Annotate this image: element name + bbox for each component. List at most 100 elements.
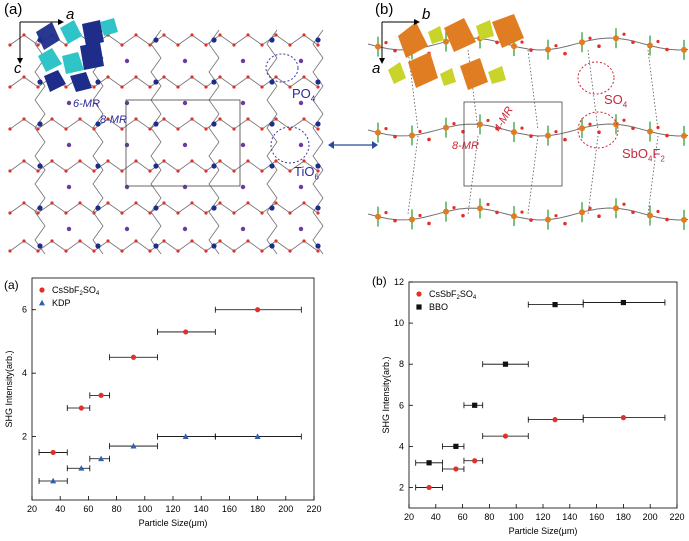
y-tick-label: 12 <box>394 277 404 287</box>
x-tick-label: 20 <box>27 504 37 514</box>
legend-label: CsSbF2SO4 <box>429 289 477 301</box>
x-tick-label: 180 <box>616 512 631 522</box>
x-tick-label: 220 <box>306 504 321 514</box>
plot-frame <box>31 277 315 501</box>
x-tick-label: 120 <box>165 504 180 514</box>
axis-b-label: b <box>422 6 431 23</box>
polyhedra-cluster-a <box>36 18 118 92</box>
data-point <box>453 443 459 449</box>
x-tick-label: 160 <box>589 512 604 522</box>
tio6-highlight <box>270 126 310 164</box>
x-tick-label: 100 <box>137 504 152 514</box>
lattice-a <box>8 29 324 255</box>
x-tick-label: 20 <box>404 512 414 522</box>
chart-b-svg: 20 40 60 80 100 120 140 160 180 200 220 2 4 6 8 10 12 Par… <box>381 277 685 536</box>
data-point <box>130 354 137 360</box>
data-point <box>426 484 432 491</box>
x-axis-label: Particle Size(μm) <box>139 518 208 528</box>
data-point <box>254 433 261 439</box>
x-tick-label: 60 <box>83 504 93 514</box>
data-point <box>502 433 509 439</box>
x-tick-label: 40 <box>431 512 441 522</box>
structure-panel-a: (a) a c 6-MR 8-MR PO4 TiO6 <box>0 0 330 258</box>
data-point <box>472 458 478 464</box>
x-tick-label: 200 <box>278 504 293 514</box>
x-tick-label: 100 <box>509 512 524 522</box>
legend-marker <box>39 299 45 306</box>
data-point <box>182 433 189 439</box>
tio6-label: TiO6 <box>294 164 319 182</box>
double-arrow <box>328 141 378 149</box>
axis-indicator-a <box>17 19 64 64</box>
sbo4f2-label: SbO4F2 <box>622 146 665 164</box>
so4-label: SO4 <box>604 92 628 110</box>
y-tick-label: 4 <box>399 441 404 451</box>
axis-a-label-b: a <box>372 60 381 77</box>
data-point <box>50 477 57 484</box>
y-tick-label: 2 <box>22 432 27 442</box>
y-tick-label: 4 <box>22 368 27 378</box>
data-point <box>130 442 137 449</box>
data-point <box>502 361 509 367</box>
x-tick-label: 80 <box>112 504 122 514</box>
x-tick-label: 160 <box>222 504 237 514</box>
so4-highlight <box>577 61 615 95</box>
legend-label: BBO <box>429 302 448 312</box>
data-point <box>552 417 558 423</box>
data-point <box>255 307 261 313</box>
chart-a-svg: 20 40 60 80 100 120 140 160 180 200 220 2 4 6 Particle… <box>4 277 322 528</box>
x-tick-label: 80 <box>484 512 494 522</box>
axis-c-label: c <box>14 60 22 77</box>
x-axis-label: Particle Size(μm) <box>509 526 578 536</box>
y-tick-label: 10 <box>394 318 404 328</box>
ring8-label-b: 8-MR <box>452 140 479 152</box>
data-point <box>620 415 626 421</box>
panel-label-a-bottom: (a) <box>4 278 19 292</box>
structure-panel-b: (b) b a 8-MR 4-MR SO4 SbO4F2 <box>368 0 689 262</box>
legend-marker <box>416 291 422 297</box>
legend-marker <box>416 304 422 310</box>
x-tick-label: 140 <box>562 512 577 522</box>
axis-a-label: a <box>66 6 75 23</box>
x-tick-label: 200 <box>643 512 658 522</box>
data-point <box>98 455 105 462</box>
polyhedra-cluster-b <box>388 14 524 90</box>
y-tick-label: 6 <box>22 305 27 315</box>
sbo4f2-highlight <box>577 111 619 149</box>
y-axis-label: SHG Intensity(arb.) <box>381 356 391 433</box>
y-tick-label: 8 <box>399 359 404 369</box>
x-tick-label: 60 <box>458 512 468 522</box>
data-point <box>552 302 558 308</box>
x-tick-label: 220 <box>669 512 684 522</box>
y-tick-label: 6 <box>399 400 404 410</box>
data-point <box>472 402 478 408</box>
panel-label-a-top: (a) <box>4 1 23 18</box>
structure-a-drawing <box>8 18 324 255</box>
data-point <box>453 466 459 472</box>
data-point <box>183 329 189 335</box>
ring6-label: 6-MR <box>73 98 100 110</box>
structure-b-drawing <box>368 14 689 230</box>
ring8-label-a: 8-MR <box>100 114 127 126</box>
unit-cell-b <box>463 101 563 187</box>
data-point <box>50 449 56 456</box>
legend-label: KDP <box>52 298 71 308</box>
po4-label: PO4 <box>292 86 316 104</box>
x-tick-label: 140 <box>194 504 209 514</box>
unit-cell-a <box>125 99 241 187</box>
x-tick-label: 180 <box>250 504 265 514</box>
y-axis-label: SHG Intensity(arb.) <box>4 350 14 427</box>
data-point <box>78 465 85 471</box>
data-point <box>98 392 104 398</box>
data-point <box>620 299 626 306</box>
panel-label-b-bottom: (b) <box>372 274 387 288</box>
y-tick-label: 2 <box>399 482 404 492</box>
legend-label: CsSbF2SO4 <box>52 285 100 297</box>
data-point <box>78 405 84 411</box>
axis-indicator-b <box>379 19 420 64</box>
chart-b: (b) 20 40 60 80 100 120 140 160 180 200 220 2 4 6 8 10 1… <box>366 264 689 536</box>
panel-label-b-top: (b) <box>375 1 394 18</box>
x-tick-label: 120 <box>535 512 550 522</box>
